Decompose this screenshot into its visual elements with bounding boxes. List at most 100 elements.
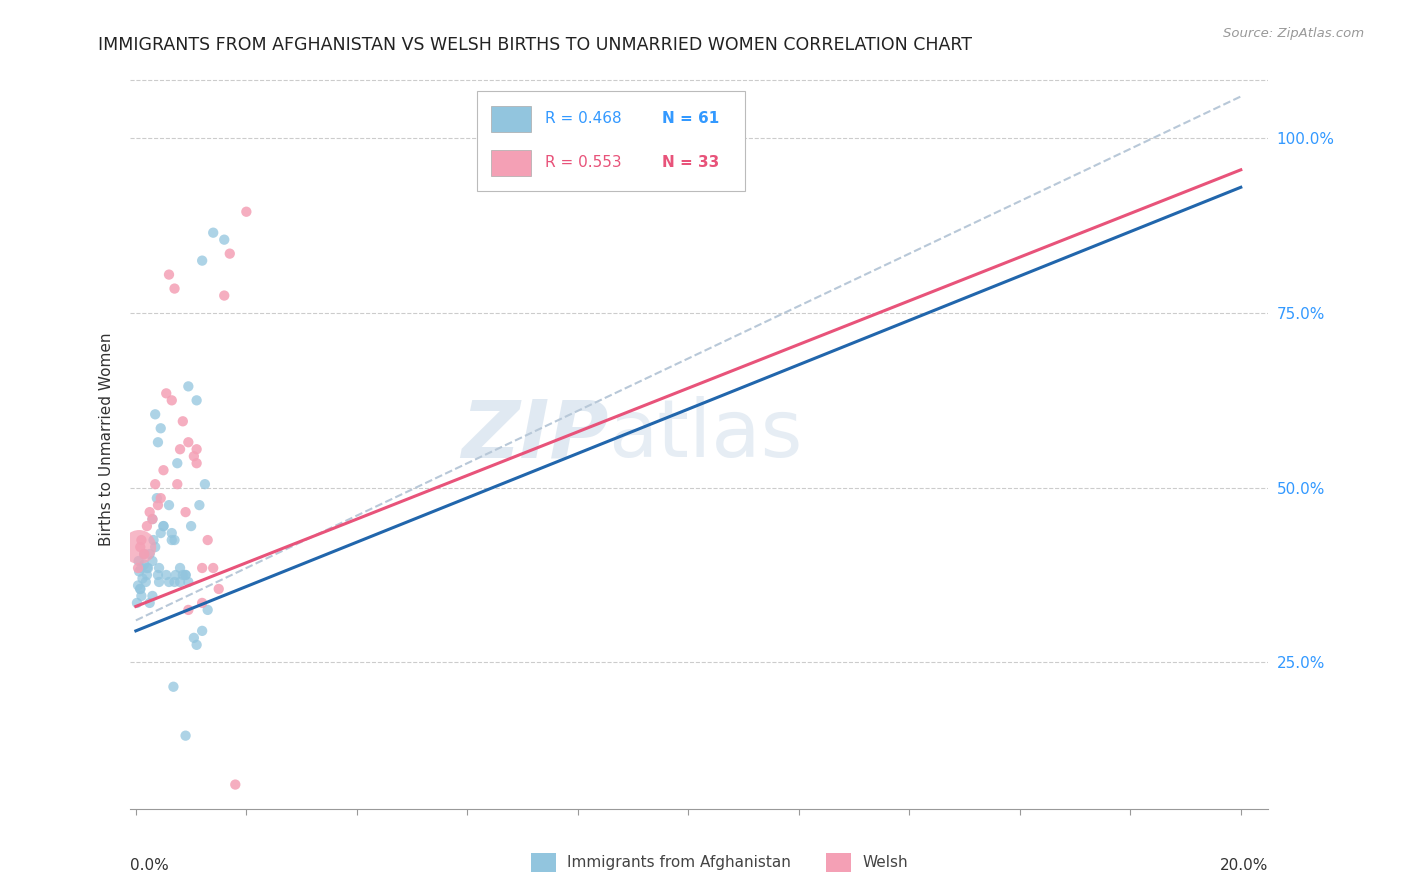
Point: [191, 253, 214, 268]
Point: [129, 582, 152, 596]
Point: [152, 519, 174, 533]
Point: [191, 596, 214, 610]
Point: [177, 574, 200, 589]
Text: N = 33: N = 33: [662, 155, 718, 170]
Point: [143, 540, 166, 554]
Text: IMMIGRANTS FROM AFGHANISTAN VS WELSH BIRTHS TO UNMARRIED WOMEN CORRELATION CHART: IMMIGRANTS FROM AFGHANISTAN VS WELSH BIR…: [98, 36, 973, 54]
Point: [135, 574, 157, 589]
Point: [208, 582, 231, 596]
Text: R = 0.553: R = 0.553: [544, 155, 621, 170]
Point: [166, 456, 188, 470]
Point: [163, 533, 186, 547]
Point: [135, 519, 157, 533]
Point: [134, 558, 156, 572]
Point: [128, 565, 150, 579]
Point: [141, 512, 163, 526]
Point: [202, 561, 225, 575]
Point: [157, 268, 180, 282]
Point: [160, 393, 183, 408]
Point: [143, 477, 166, 491]
Point: [174, 505, 197, 519]
Point: [141, 512, 163, 526]
Point: [152, 463, 174, 477]
Point: [135, 568, 157, 582]
Bar: [491, 106, 531, 132]
Point: [125, 596, 148, 610]
Point: [128, 554, 150, 568]
Point: [212, 288, 235, 302]
Point: [202, 226, 225, 240]
Point: [169, 574, 191, 589]
Point: [138, 596, 160, 610]
Point: [131, 589, 153, 603]
Point: [183, 449, 205, 463]
Point: [172, 414, 194, 428]
Point: [152, 519, 174, 533]
Point: [136, 561, 159, 575]
Point: [131, 533, 153, 547]
Text: Immigrants from Afghanistan: Immigrants from Afghanistan: [567, 855, 792, 870]
Point: [134, 547, 156, 561]
Point: [146, 491, 169, 505]
Point: [143, 407, 166, 421]
Point: [186, 638, 208, 652]
Point: [166, 477, 188, 491]
Point: [148, 561, 170, 575]
Point: [174, 568, 197, 582]
Point: [162, 680, 184, 694]
Point: [186, 442, 208, 457]
Text: 20.0%: 20.0%: [1220, 858, 1268, 873]
Point: [149, 421, 172, 435]
Point: [155, 386, 177, 401]
Point: [165, 568, 187, 582]
Point: [157, 574, 180, 589]
Text: 0.0%: 0.0%: [131, 858, 169, 873]
Point: [197, 533, 219, 547]
Point: [141, 589, 163, 603]
Point: [224, 778, 246, 792]
Text: ZIP: ZIP: [461, 396, 609, 474]
Point: [157, 498, 180, 512]
Point: [131, 561, 153, 575]
Point: [127, 578, 149, 592]
FancyBboxPatch shape: [478, 91, 745, 191]
Point: [174, 568, 197, 582]
Text: N = 61: N = 61: [662, 112, 718, 127]
Text: Welsh: Welsh: [862, 855, 908, 870]
Point: [177, 603, 200, 617]
Text: atlas: atlas: [609, 396, 803, 474]
Point: [141, 554, 163, 568]
Point: [235, 204, 257, 219]
Point: [191, 561, 214, 575]
Point: [212, 233, 235, 247]
Point: [138, 505, 160, 519]
Point: [169, 442, 191, 457]
Point: [146, 498, 169, 512]
Point: [163, 574, 186, 589]
Point: [127, 561, 149, 575]
Point: [131, 572, 153, 586]
Y-axis label: Births to Unmarried Women: Births to Unmarried Women: [100, 332, 114, 546]
Point: [177, 435, 200, 450]
Text: Source: ZipAtlas.com: Source: ZipAtlas.com: [1223, 27, 1364, 40]
Point: [218, 246, 240, 260]
Point: [188, 498, 211, 512]
Point: [194, 477, 217, 491]
Bar: [491, 150, 531, 176]
Point: [155, 568, 177, 582]
Text: R = 0.468: R = 0.468: [544, 112, 621, 127]
Point: [160, 533, 183, 547]
Point: [138, 547, 160, 561]
Point: [160, 526, 183, 541]
Point: [146, 435, 169, 450]
Point: [148, 574, 170, 589]
Point: [134, 547, 156, 561]
Point: [129, 582, 152, 596]
Point: [149, 526, 172, 541]
Point: [186, 393, 208, 408]
Point: [177, 379, 200, 393]
Point: [149, 491, 172, 505]
Point: [128, 540, 150, 554]
Point: [129, 540, 152, 554]
Point: [183, 631, 205, 645]
